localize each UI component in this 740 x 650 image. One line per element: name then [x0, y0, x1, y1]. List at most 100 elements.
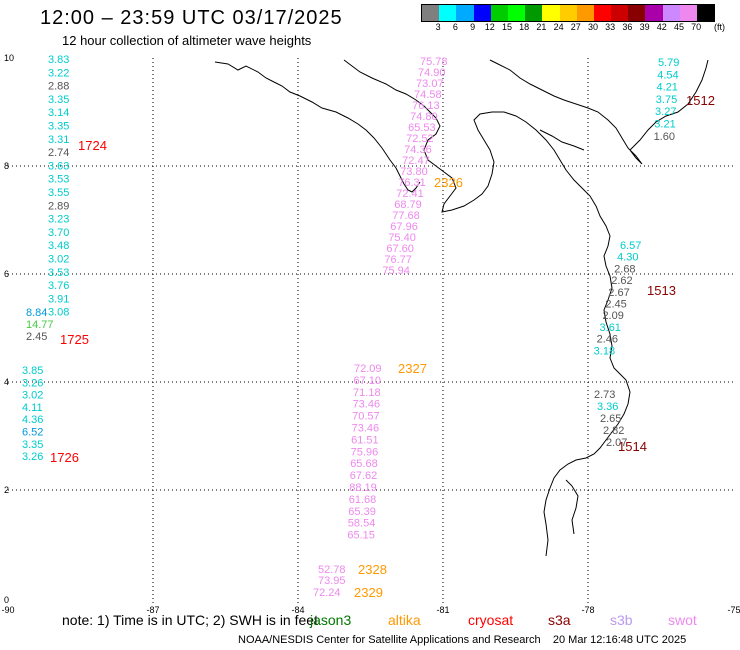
wave-height-label: 3.26 [22, 451, 43, 463]
wave-height-label: 4.36 [22, 414, 43, 426]
wave-height-label: 2.62 [611, 275, 632, 287]
pass-number-label: 1514 [618, 439, 647, 454]
wave-height-label: 76.77 [384, 254, 412, 266]
color-swatch [611, 5, 629, 21]
y-tick-label: 8 [4, 161, 9, 171]
wave-height-label: 2.82 [603, 425, 624, 437]
pass-number-label: 2329 [354, 585, 383, 600]
x-tick-label: -87 [146, 605, 159, 615]
wave-height-label: 3.23 [48, 214, 69, 226]
wave-height-label: 73.07 [416, 78, 444, 90]
color-scale-label: 39 [639, 22, 650, 32]
wave-height-label: 4.11 [22, 402, 43, 414]
wave-height-label: 72.24 [313, 587, 341, 599]
color-scale-label: 12 [484, 22, 495, 32]
color-swatch [559, 5, 577, 21]
x-tick-label: -81 [436, 605, 449, 615]
track-1726: 3.853.263.024.114.366.523.353.26 1726 [22, 365, 79, 465]
wave-height-label: 3.48 [48, 240, 69, 252]
color-scale-label: 45 [673, 22, 685, 32]
color-swatch [576, 5, 594, 21]
wave-height-label: 3.08 [48, 307, 69, 319]
wave-height-label: 2.65 [600, 413, 621, 425]
x-tick-label: -75 [727, 605, 740, 615]
wave-height-label: 75.96 [351, 446, 379, 458]
color-scale-label: 30 [587, 22, 599, 32]
color-swatch [645, 5, 663, 21]
color-scale-bar [421, 4, 716, 22]
wave-height-label: 88.19 [349, 482, 377, 494]
wave-height-label: 5.79 [658, 57, 679, 69]
color-scale-label: 18 [519, 22, 530, 32]
track-2329: 72.24 2329 [313, 585, 383, 600]
wave-height-label: 2.89 [48, 200, 69, 212]
wave-height-label: 3.91 [48, 293, 69, 305]
wave-height-label: 6.52 [22, 427, 43, 439]
wave-height-label: 75.78 [420, 56, 448, 68]
x-tick-label: -90 [1, 605, 14, 615]
y-tick-label: 2 [4, 485, 9, 495]
wave-height-label: 75.94 [382, 265, 410, 277]
color-scale-label: 33 [605, 22, 616, 32]
wave-height-label: 3.76 [48, 280, 69, 292]
color-scale-label: 70 [691, 22, 702, 32]
color-scale-label: 6 [452, 22, 458, 32]
track-2327: 72.0967.1071.1873.4670.5773.4661.5175.96… [347, 361, 427, 542]
wave-height-label: 3.63 [48, 160, 69, 172]
wave-height-label: 6.57 [620, 240, 641, 252]
wave-height-label: 2.68 [614, 263, 635, 275]
wave-height-label: 72.41 [396, 188, 424, 200]
wave-height-label: 72.09 [354, 363, 382, 375]
x-tick-label: -78 [581, 605, 594, 615]
pass-number-label: 1725 [60, 332, 89, 347]
wave-height-label: 65.15 [347, 530, 375, 542]
axis-labels: -90 -87 -84 -81 -78 -75 0 2 4 6 8 10 [1, 53, 740, 615]
wave-height-label: 3.14 [48, 107, 69, 119]
wave-height-label: 52.78 [318, 564, 346, 576]
color-swatch [628, 5, 646, 21]
color-swatch [697, 5, 715, 21]
wave-height-label: 14.77 [26, 319, 54, 331]
wave-height-label: 61.68 [349, 494, 377, 506]
wave-height-label: 61.51 [351, 434, 379, 446]
pass-number-label: 2328 [358, 562, 387, 577]
wave-height-label: 73.80 [400, 166, 428, 178]
wave-height-label: 76.31 [398, 177, 426, 189]
color-swatch [473, 5, 491, 21]
wave-height-label: 3.53 [48, 267, 69, 279]
wave-height-label: 2.74 [48, 147, 69, 159]
color-scale-label: 21 [536, 22, 547, 32]
wave-height-label: 8.84 [26, 307, 47, 319]
wave-height-label: 73.95 [318, 575, 346, 587]
x-tick-label: -84 [291, 605, 304, 615]
page-subtitle: 12 hour collection of altimeter wave hei… [62, 33, 312, 48]
pass-number-label: 1512 [686, 93, 715, 108]
wave-height-label: 67.60 [386, 243, 414, 255]
wave-height-label: 3.53 [48, 174, 69, 186]
color-swatch [525, 5, 543, 21]
note-text: note: 1) Time is in UTC; 2) SWH is in fe… [62, 612, 318, 628]
color-swatch [456, 5, 474, 21]
wave-height-label: 76.13 [412, 100, 440, 112]
lat-lon-grid [8, 58, 734, 606]
wave-height-label: 71.18 [353, 387, 381, 399]
wave-height-label: 68.79 [394, 199, 422, 211]
wave-height-label: 67.96 [390, 221, 418, 233]
mission-s3a: s3a [548, 612, 571, 628]
wave-height-label: 3.75 [656, 94, 677, 106]
y-tick-label: 4 [4, 377, 9, 387]
pass-number-label: 1726 [50, 450, 79, 465]
pass-number-label: 1724 [78, 138, 107, 153]
mission-altika: altika [388, 612, 421, 628]
wave-height-label: 74.80 [410, 111, 438, 123]
wave-height-label: 3.61 [600, 322, 621, 334]
mission-swot: swot [668, 612, 697, 628]
wave-height-label: 65.39 [348, 506, 376, 518]
color-swatch [422, 5, 440, 21]
wave-height-label: 67.10 [354, 375, 382, 387]
wave-height-label: 72.52 [406, 133, 434, 145]
wave-height-label: 3.85 [22, 365, 43, 377]
wave-height-label: 74.58 [414, 89, 442, 101]
wave-height-label: 3.35 [48, 94, 69, 106]
color-scale-label: 36 [622, 22, 633, 32]
